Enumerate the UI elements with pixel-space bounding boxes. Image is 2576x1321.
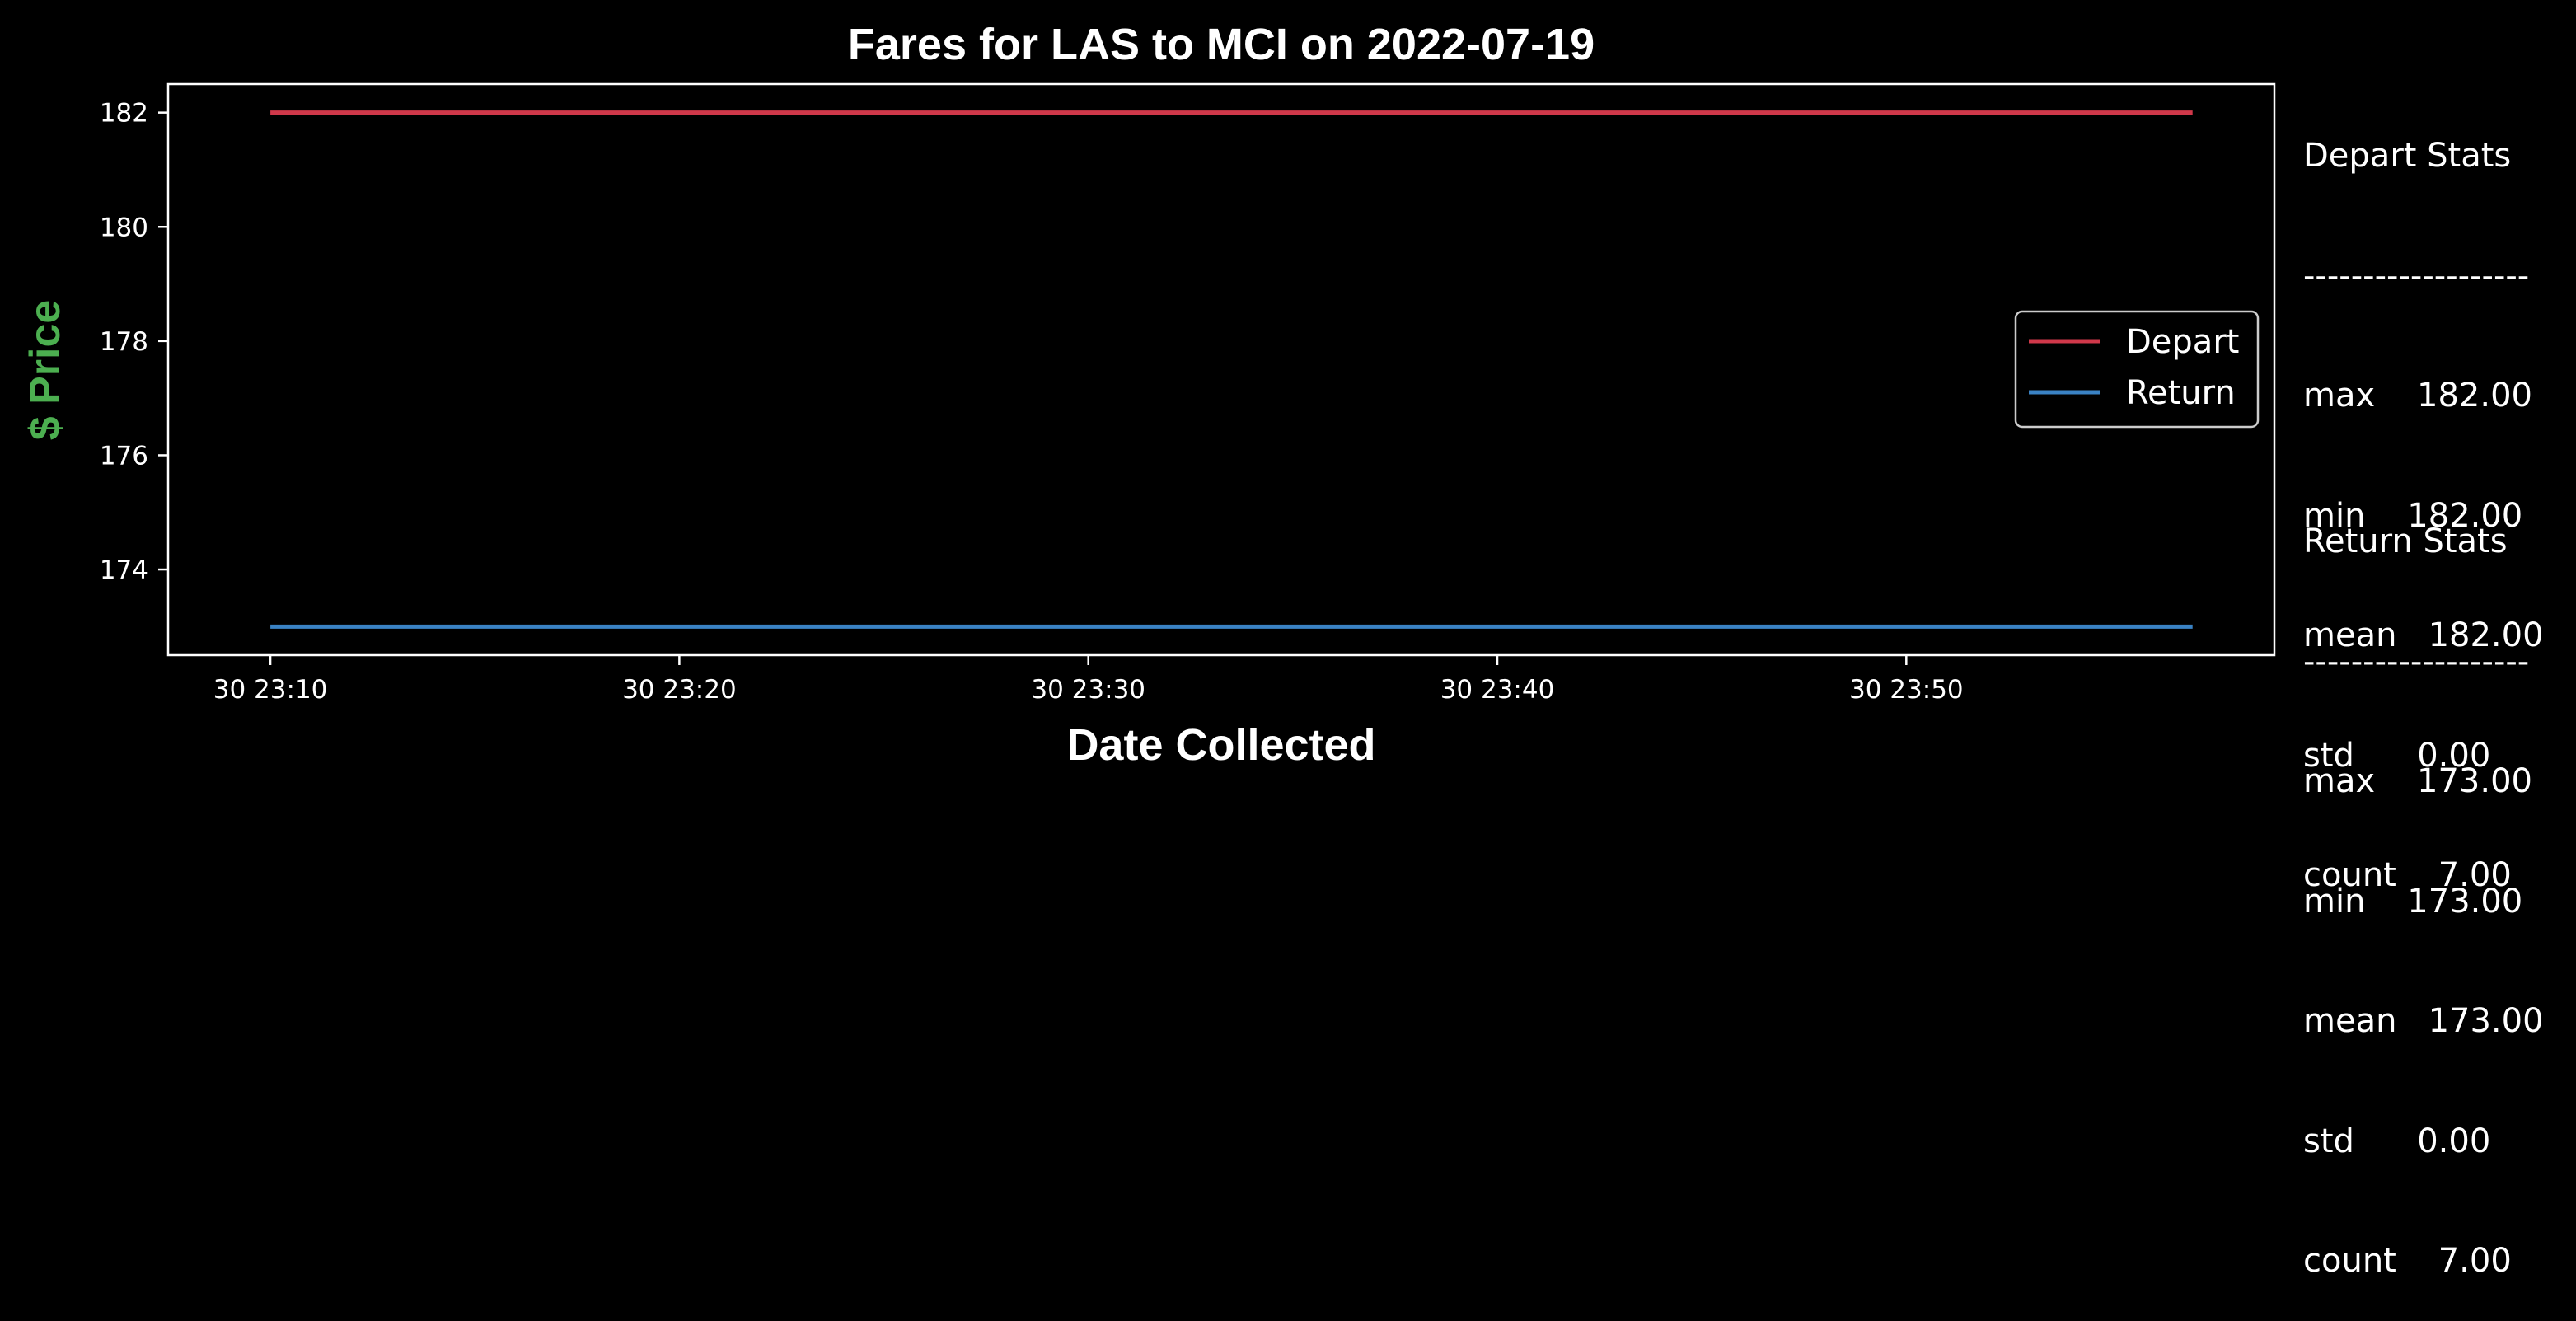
return-stats-panel: Return Stats ------------------- max 173…: [2303, 442, 2544, 1321]
stat-row: count 7.00: [2303, 1242, 2512, 1280]
stat-row: std 0.00: [2303, 1122, 2491, 1160]
y-tick-label: 178: [100, 327, 148, 357]
series-lines: [270, 110, 2193, 629]
stat-row: mean 182.00: [2303, 616, 2544, 654]
depart-stats-header: Depart Stats: [2303, 137, 2512, 175]
return-stats-divider: -------------------: [2303, 642, 2530, 681]
x-axis-label: Date Collected: [1066, 720, 1375, 770]
y-tick-label: 182: [100, 99, 148, 129]
legend-label-return: Return: [2126, 374, 2236, 412]
stat-row: std 0.00: [2303, 736, 2491, 775]
stat-row: max 173.00: [2303, 762, 2532, 800]
stat-row: min 173.00: [2303, 882, 2523, 920]
y-axis: 174 176 178 180 182: [100, 99, 168, 585]
stat-row: mean 173.00: [2303, 1002, 2544, 1040]
y-tick-label: 174: [100, 555, 148, 585]
y-tick-label: 176: [100, 441, 148, 471]
y-tick-label: 180: [100, 213, 148, 242]
fare-chart: Fares for LAS to MCI on 2022-07-19 17417…: [21, 20, 2276, 770]
chart-title: Fares for LAS to MCI on 2022-07-19: [848, 20, 1595, 69]
stat-row: max 182.00: [2303, 377, 2532, 415]
legend: Depart Return: [2014, 310, 2260, 429]
stat-row: min 182.00: [2303, 496, 2523, 535]
x-tick-label: 30 23:40: [1440, 675, 1555, 705]
y-axis-label: $ Price: [21, 300, 69, 441]
plot-area: [166, 82, 2276, 657]
x-tick-label: 30 23:20: [622, 675, 737, 705]
depart-stats-divider: -------------------: [2303, 256, 2530, 295]
x-tick-label: 30 23:10: [213, 675, 328, 705]
x-tick-label: 30 23:50: [1849, 675, 1964, 705]
x-tick-label: 30 23:30: [1031, 675, 1145, 705]
x-axis: 30 23:10 30 23:20 30 23:30 30 23:40 30 23:50: [213, 655, 1964, 705]
return-stats-header: Return Stats: [2303, 522, 2508, 560]
legend-label-depart: Depart: [2126, 323, 2239, 361]
